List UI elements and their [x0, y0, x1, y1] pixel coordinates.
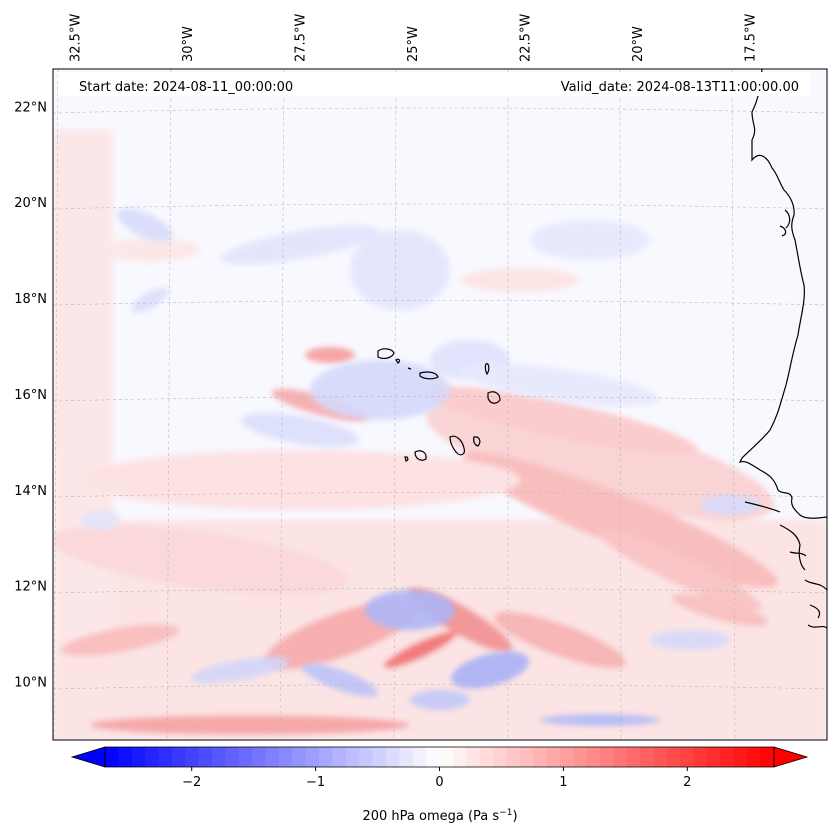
omega-field — [53, 130, 827, 740]
colorbar-color-cells — [105, 747, 775, 767]
start-date-label: Start date: 2024-08-11_00:00:00 — [79, 80, 293, 95]
lat-tick-label: 22°N — [14, 100, 47, 115]
latitude-tick-labels: 22°N 20°N 18°N 16°N 14°N 12°N 10°N — [14, 100, 47, 690]
colorbar-cell — [760, 747, 775, 767]
colorbar-cell — [493, 747, 507, 767]
colorbar-cell — [345, 747, 360, 767]
colorbar: −2 −1 0 1 2 200 hPa omega (Pa s−1) — [70, 746, 809, 824]
colorbar-cell — [198, 747, 213, 767]
colorbar-cell — [466, 747, 481, 767]
lon-tick-label: 17.5°W — [744, 14, 759, 62]
longitude-tick-labels: 32.5°W 30°W 27.5°W 25°W 22.5°W 20°W 17.5°W — [69, 14, 759, 62]
cape-verde-islands — [377, 348, 501, 462]
lat-tick-label: 10°N — [14, 675, 47, 690]
lat-tick-label: 12°N — [14, 580, 47, 595]
colorbar-cell — [733, 747, 748, 767]
lat-tick-label: 16°N — [14, 388, 47, 403]
colorbar-cell — [372, 747, 387, 767]
colorbar-cell — [640, 747, 655, 767]
colorbar-label: 200 hPa omega (Pa s−1) — [362, 808, 517, 824]
coastline — [738, 69, 827, 629]
lon-tick-label: 25°W — [406, 26, 421, 62]
header-box — [58, 72, 810, 96]
lat-tick-label: 18°N — [14, 292, 47, 307]
colorbar-cell — [600, 747, 614, 767]
colorbar-tick-label: −1 — [306, 775, 325, 790]
colorbar-tick-label: −2 — [182, 775, 201, 790]
colorbar-cell — [559, 747, 574, 767]
colorbar-cell — [613, 747, 628, 767]
valid-date-label: Valid_date: 2024-08-13T11:00:00.00 — [561, 80, 799, 95]
colorbar-cell — [586, 747, 601, 767]
colorbar-cell — [653, 747, 668, 767]
colorbar-cell — [171, 747, 186, 767]
colorbar-cell — [292, 747, 307, 767]
colorbar-cell — [252, 747, 267, 767]
colorbar-cell — [158, 747, 173, 767]
colorbar-tick-label: 1 — [559, 775, 567, 790]
colorbar-cell — [399, 747, 414, 767]
map-plot-area: Start date: 2024-08-11_00:00:00 Valid_da… — [52, 68, 828, 741]
colorbar-cell — [265, 747, 280, 767]
colorbar-cell — [131, 747, 146, 767]
colorbar-tick-labels: −2 −1 0 1 2 — [182, 767, 691, 790]
colorbar-min-extend-arrow — [70, 746, 106, 768]
colorbar-cell — [359, 747, 374, 767]
lat-tick-label: 20°N — [14, 196, 47, 211]
lon-tick-label: 20°W — [631, 26, 646, 62]
colorbar-cell — [439, 747, 454, 767]
colorbar-cell — [145, 747, 160, 767]
colorbar-cell — [278, 747, 293, 767]
lon-tick-label: 32.5°W — [69, 14, 84, 62]
colorbar-cell — [412, 747, 427, 767]
map-frame — [52, 68, 828, 741]
lat-tick-label: 14°N — [14, 484, 47, 499]
colorbar-cell — [118, 747, 133, 767]
colorbar-tick-label: 2 — [683, 775, 691, 790]
colorbar-cell — [693, 747, 708, 767]
gridlines — [53, 69, 827, 740]
colorbar-cell — [747, 747, 762, 767]
lon-tick-label: 30°W — [181, 26, 196, 62]
colorbar-cell — [212, 747, 226, 767]
colorbar-tick-label: 0 — [435, 775, 443, 790]
colorbar-max-extend-arrow — [773, 746, 809, 768]
colorbar-cell — [238, 747, 253, 767]
lon-tick-label: 27.5°W — [294, 14, 309, 62]
colorbar-cell — [319, 747, 333, 767]
colorbar-cell — [225, 747, 240, 767]
colorbar-cell — [519, 747, 534, 767]
colorbar-cell — [479, 747, 494, 767]
colorbar-cell — [666, 747, 681, 767]
colorbar-cell — [707, 747, 721, 767]
colorbar-cell — [105, 747, 119, 767]
colorbar-cell — [546, 747, 561, 767]
colorbar-cell — [573, 747, 588, 767]
colorbar-cell — [626, 747, 641, 767]
colorbar-cell — [506, 747, 521, 767]
colorbar-cell — [720, 747, 735, 767]
colorbar-cell — [452, 747, 467, 767]
colorbar-cell — [332, 747, 347, 767]
colorbar-cell — [385, 747, 400, 767]
colorbar-cell — [680, 747, 695, 767]
colorbar-cell — [305, 747, 320, 767]
lon-tick-label: 22.5°W — [519, 14, 534, 62]
colorbar-cell — [185, 747, 200, 767]
colorbar-cell — [426, 747, 440, 767]
colorbar-outline — [104, 746, 775, 768]
colorbar-cell — [533, 747, 548, 767]
